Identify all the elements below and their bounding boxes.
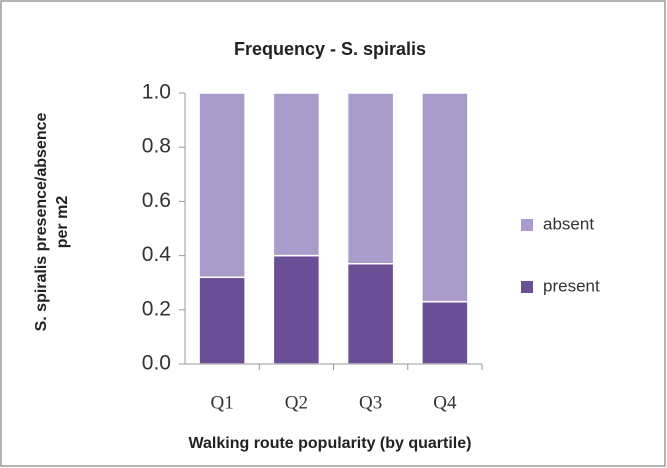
x-tick-label: Q1 xyxy=(211,392,234,413)
x-tick-label: Q4 xyxy=(433,392,457,413)
y-tick-label: 0.2 xyxy=(142,297,171,320)
bar-segment xyxy=(346,92,395,265)
y-axis-label: per m2 xyxy=(54,196,71,249)
legend-label: present xyxy=(543,276,600,295)
y-tick-label: 0.8 xyxy=(142,135,171,158)
bar-segment xyxy=(272,92,321,257)
bar-segment xyxy=(272,254,321,365)
y-axis-label: S. spiralis presence/absence xyxy=(33,113,50,332)
legend-swatch xyxy=(521,219,533,231)
bar-segment xyxy=(198,276,246,365)
y-tick-label: 0.4 xyxy=(142,243,172,266)
bar-segment xyxy=(421,92,469,303)
y-tick-label: 0.6 xyxy=(142,189,171,212)
y-tick-label: 0.0 xyxy=(142,352,171,375)
legend-label: absent xyxy=(543,214,594,233)
bar-segment xyxy=(346,262,395,365)
y-tick-label: 1.0 xyxy=(142,81,171,104)
bar-segment xyxy=(421,300,469,365)
legend-swatch xyxy=(521,281,533,293)
x-tick-label: Q3 xyxy=(359,392,382,413)
x-axis-label: Walking route popularity (by quartile) xyxy=(189,435,472,452)
bar-segment xyxy=(198,92,246,279)
x-tick-label: Q2 xyxy=(285,392,308,413)
chart-title: Frequency - S. spiralis xyxy=(234,39,426,59)
